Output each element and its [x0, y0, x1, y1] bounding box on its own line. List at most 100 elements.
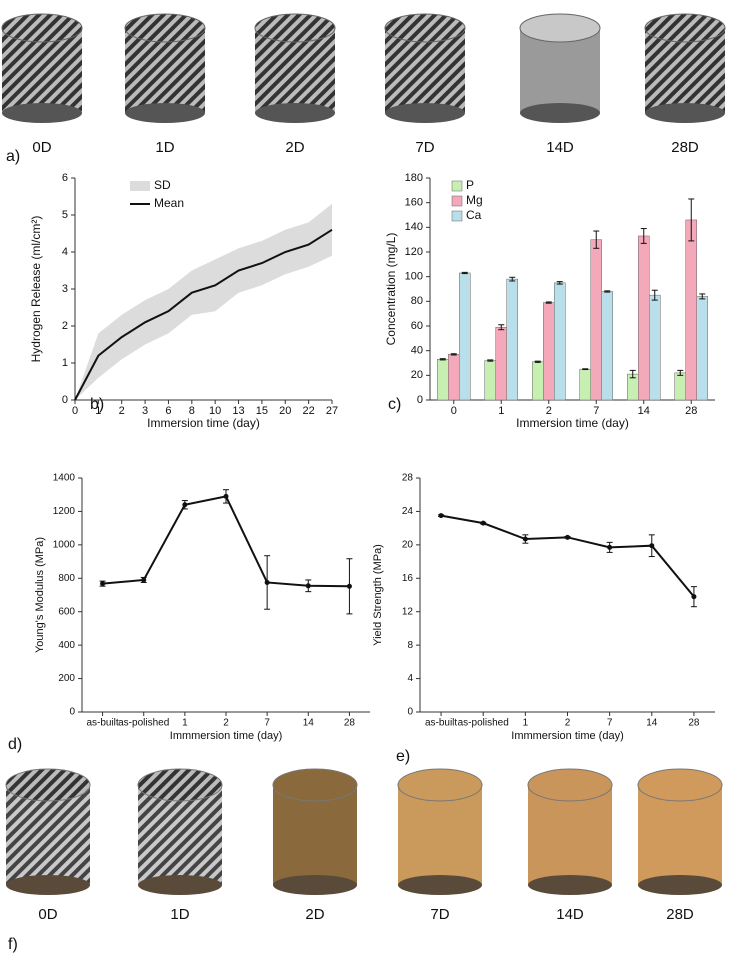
error-bar: [264, 555, 271, 610]
error-bar: [648, 534, 655, 558]
x-tick-label: 1: [523, 718, 529, 729]
x-tick-label: 14: [303, 718, 315, 729]
error-bar: [181, 500, 188, 510]
y-tick-label: 12: [402, 606, 414, 617]
sample-photo: [528, 875, 612, 895]
panel-label: c): [388, 396, 401, 413]
error-bar: [534, 360, 541, 363]
error-bar: [699, 293, 706, 300]
x-tick-label: 2: [119, 405, 125, 417]
y-tick-label: 100: [405, 271, 423, 283]
sample-photo: [255, 103, 335, 123]
sample-photo: [272, 768, 358, 802]
x-tick-label: 27: [326, 405, 338, 417]
legend-label: P: [466, 178, 474, 192]
y-tick-label: 40: [411, 345, 423, 357]
sample-photo: [398, 785, 482, 885]
x-tick-label: 7: [607, 718, 613, 729]
sample-photo: [138, 875, 222, 895]
sample-photo: [385, 103, 465, 123]
x-tick-label: 2: [223, 718, 229, 729]
y-tick-label: 8: [407, 640, 413, 651]
y-tick-label: 200: [58, 673, 75, 684]
sample-photo: [138, 785, 222, 885]
error-bar: [498, 324, 505, 331]
sample-photo: [273, 875, 357, 895]
sample-photo: [644, 13, 726, 43]
y-tick-label: 1000: [53, 539, 76, 550]
bar: [685, 219, 697, 401]
error-bar: [509, 276, 516, 282]
y-tick-label: 120: [405, 246, 423, 258]
line: [102, 495, 350, 588]
bar: [543, 302, 555, 401]
x-tick-label: 15: [256, 405, 268, 417]
error-bar: [593, 230, 600, 249]
x-tick-label: 1: [498, 405, 504, 417]
sample-photo: [528, 785, 612, 885]
x-tick-label: 1: [95, 405, 101, 417]
sample-photo: [519, 13, 601, 43]
error-bar: [223, 489, 229, 504]
error-bar: [677, 369, 684, 376]
y-tick-label: 800: [58, 573, 75, 584]
x-axis-label: Immersion time (day): [516, 416, 629, 430]
y-tick-label: 160: [405, 197, 423, 209]
photo-label: 14D: [556, 906, 584, 923]
sample-photo: [5, 768, 91, 802]
y-tick-label: 0: [69, 707, 75, 718]
photo-label: 28D: [671, 139, 699, 156]
sample-photo: [6, 785, 90, 885]
sample-photo: [137, 768, 223, 802]
error-bar: [461, 271, 468, 275]
y-tick-label: 1200: [53, 506, 76, 517]
y-axis-label: Hydrogen Release (ml/cm²): [29, 216, 43, 363]
legend-label: SD: [154, 178, 171, 192]
bar: [448, 354, 460, 401]
y-tick-label: 1: [62, 357, 68, 369]
y-tick-label: 4: [407, 673, 413, 684]
y-tick-label: 60: [411, 320, 423, 332]
photo-label: 28D: [666, 906, 694, 923]
bar: [579, 368, 591, 401]
legend-label: Ca: [466, 208, 482, 222]
sample-photo: [527, 768, 613, 802]
legend-label: Mg: [466, 193, 483, 207]
error-bar: [450, 353, 457, 356]
error-bar: [606, 541, 613, 553]
error-bar: [99, 580, 106, 587]
sample-photo: [638, 785, 722, 885]
x-tick-label: 0: [451, 405, 457, 417]
error-bar: [690, 586, 697, 608]
bar: [674, 372, 686, 401]
panel-label: e): [396, 748, 410, 765]
x-axis-label: Immmersion time (day): [170, 730, 282, 742]
y-axis-label: Young's Modulus (MPa): [34, 537, 46, 653]
x-tick-label: 7: [264, 718, 270, 729]
y-tick-label: 5: [62, 209, 68, 221]
bar: [484, 360, 496, 401]
legend-swatch: [451, 180, 463, 192]
error-bar: [688, 198, 695, 242]
x-tick-label: 2: [546, 405, 552, 417]
sample-photo: [520, 103, 600, 123]
bar: [696, 296, 708, 401]
sample-photo: [645, 103, 725, 123]
sample-photo: [254, 13, 336, 43]
y-axis-label: Concentration (mg/L): [384, 233, 398, 346]
photo-label: 2D: [285, 139, 304, 156]
y-tick-label: 400: [58, 640, 75, 651]
sample-photo: [6, 875, 90, 895]
sample-photo: [637, 768, 723, 802]
error-bar: [438, 514, 445, 517]
y-tick-label: 3: [62, 283, 68, 295]
y-tick-label: 16: [402, 573, 414, 584]
error-bar: [640, 228, 647, 244]
sample-photo: [273, 785, 357, 885]
bar: [532, 361, 544, 401]
legend-label: Mean: [154, 196, 184, 210]
y-tick-label: 0: [62, 394, 68, 406]
error-bar: [564, 536, 571, 539]
x-tick-label: 28: [685, 405, 697, 417]
